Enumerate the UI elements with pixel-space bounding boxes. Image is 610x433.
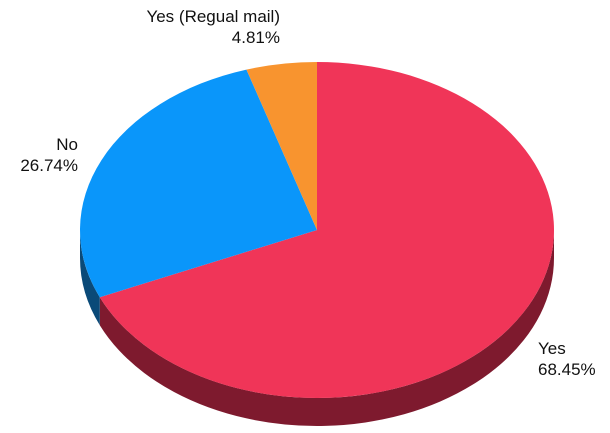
slice-label-name: Yes (538, 339, 566, 358)
pie-slice-0 (99, 62, 555, 398)
pie-sides (80, 230, 554, 426)
pie-slices (80, 62, 555, 398)
slice-label-no: No 26.74% (4, 134, 78, 176)
slice-label-name: No (56, 135, 78, 154)
slice-label-value: 68.45% (538, 360, 596, 379)
slice-label-value: 26.74% (20, 156, 78, 175)
pie-slice-1 (80, 69, 318, 298)
pie-side-0 (99, 230, 554, 426)
pie-side-1 (80, 230, 100, 326)
pie-slice-2 (246, 62, 317, 230)
slice-label-value: 4.81% (231, 28, 280, 47)
slice-label-name: Yes (Regual mail) (146, 7, 280, 26)
slice-label-yes-regual-mail: Yes (Regual mail) 4.81% (102, 6, 280, 48)
slice-label-yes: Yes 68.45% (538, 338, 596, 380)
